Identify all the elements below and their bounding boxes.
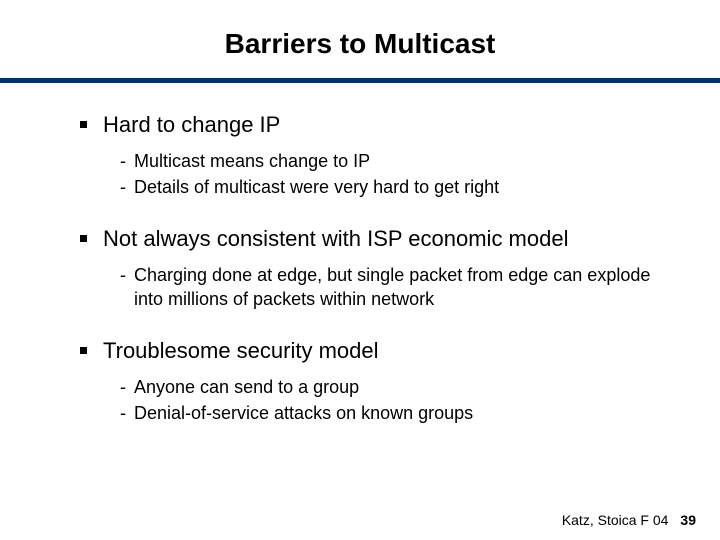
footer: Katz, Stoica F 04 39 bbox=[562, 512, 696, 528]
sub-text: Anyone can send to a group bbox=[134, 375, 359, 399]
dash-icon: - bbox=[120, 401, 126, 425]
sub-text: Denial-of-service attacks on known group… bbox=[134, 401, 473, 425]
content-area: Hard to change IP - Multicast means chan… bbox=[0, 83, 720, 425]
sub-text: Charging done at edge, but single packet… bbox=[134, 263, 660, 312]
sub-text: Multicast means change to IP bbox=[134, 149, 370, 173]
dash-icon: - bbox=[120, 149, 126, 173]
sub-item: - Details of multicast were very hard to… bbox=[120, 175, 660, 199]
sub-item: - Charging done at edge, but single pack… bbox=[120, 263, 660, 312]
dash-icon: - bbox=[120, 263, 126, 287]
sub-item: - Anyone can send to a group bbox=[120, 375, 660, 399]
square-bullet-icon bbox=[80, 347, 87, 354]
bullet-item: Troublesome security model - Anyone can … bbox=[80, 337, 660, 425]
sub-item: - Denial-of-service attacks on known gro… bbox=[120, 401, 660, 425]
page-number: 39 bbox=[680, 512, 696, 528]
slide-title: Barriers to Multicast bbox=[0, 0, 720, 78]
sub-text: Details of multicast were very hard to g… bbox=[134, 175, 499, 199]
bullet-text: Troublesome security model bbox=[103, 337, 379, 365]
bullet-item: Hard to change IP - Multicast means chan… bbox=[80, 111, 660, 199]
bullet-text: Hard to change IP bbox=[103, 111, 280, 139]
square-bullet-icon bbox=[80, 235, 87, 242]
bullet-item: Not always consistent with ISP economic … bbox=[80, 225, 660, 311]
dash-icon: - bbox=[120, 175, 126, 199]
footer-credit: Katz, Stoica F 04 bbox=[562, 512, 669, 528]
bullet-text: Not always consistent with ISP economic … bbox=[103, 225, 568, 253]
square-bullet-icon bbox=[80, 121, 87, 128]
dash-icon: - bbox=[120, 375, 126, 399]
sub-item: - Multicast means change to IP bbox=[120, 149, 660, 173]
